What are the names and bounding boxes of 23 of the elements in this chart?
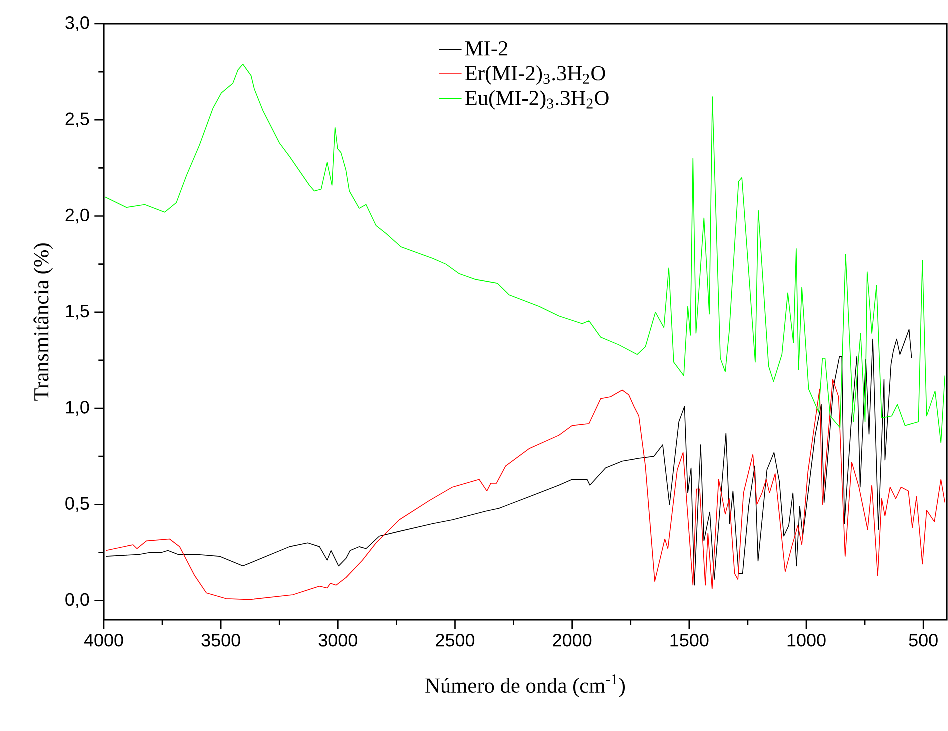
y-tick-label: 0,0 — [66, 593, 90, 608]
line-series — [104, 64, 946, 444]
x-tick-label: 1000 — [788, 634, 826, 647]
y-tick-label: 1,5 — [66, 305, 90, 320]
x-tick-label: 3000 — [318, 634, 358, 647]
x-tick-label: 4000 — [84, 634, 124, 647]
y-axis-title: Transmitância (%) — [34, 244, 54, 401]
x-tick-label: 3500 — [202, 634, 240, 647]
y-tick-label: 2,0 — [66, 208, 90, 224]
legend-label: MI-2 — [465, 42, 508, 56]
legend-label: Er(MI-2)$_{3}$.3H$_{2}$O — [465, 66, 606, 85]
legend-label: Eu(MI-2)$_{3}$.3H$_{2}$O — [465, 90, 609, 110]
line-series — [106, 329, 912, 586]
x-tick-label: 2500 — [436, 634, 475, 647]
y-tick-label: 1,0 — [66, 401, 90, 416]
y-tick-label: 0,5 — [66, 497, 90, 512]
line-series — [106, 379, 946, 600]
x-tick-label: 500 — [909, 634, 938, 647]
x-axis-title: Número de onda (cm$^{-1}$) — [426, 674, 625, 698]
y-tick-label: 3,0 — [66, 16, 90, 32]
x-tick-label: 1500 — [670, 634, 709, 647]
x-tick-label: 2000 — [553, 634, 592, 647]
y-tick-label: 2,5 — [66, 112, 90, 128]
